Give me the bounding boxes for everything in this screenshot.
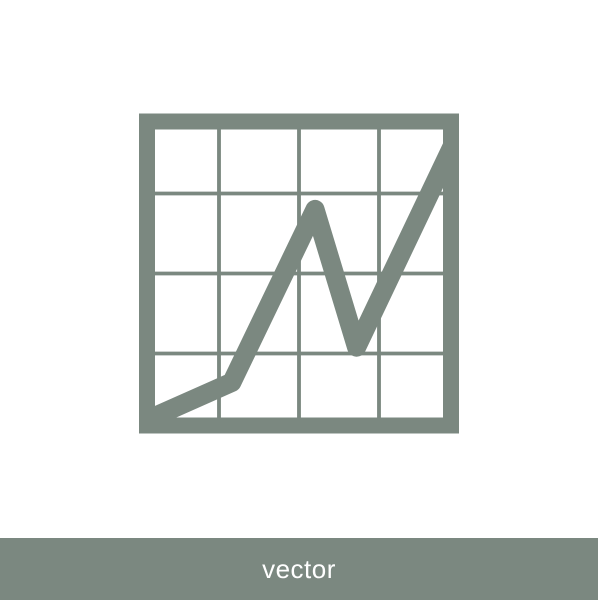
growth-chart-icon bbox=[139, 114, 459, 439]
footer-label: vector bbox=[262, 554, 336, 585]
canvas: vector bbox=[0, 0, 598, 600]
footer-bar: vector bbox=[0, 538, 598, 600]
